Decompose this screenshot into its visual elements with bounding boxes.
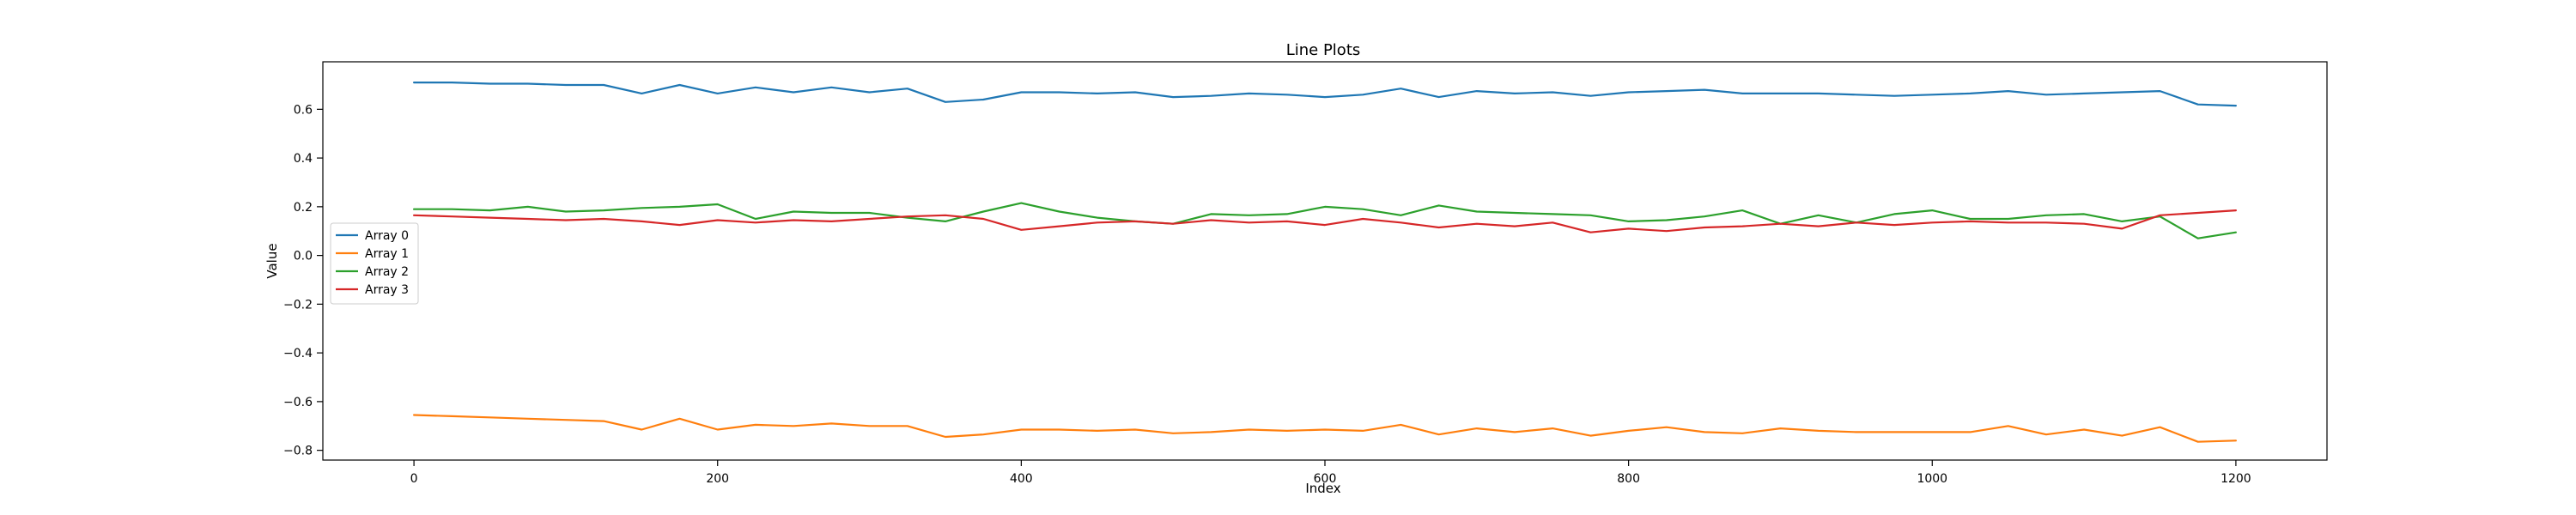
series-layer bbox=[413, 81, 2237, 443]
series-line-array-3 bbox=[413, 209, 2237, 233]
y-tick-label: 0.0 bbox=[294, 250, 313, 264]
y-tick-label: −0.6 bbox=[283, 396, 313, 409]
series-line-array-1 bbox=[413, 414, 2237, 443]
y-tick-label: −0.4 bbox=[283, 347, 313, 360]
series-line-array-2 bbox=[413, 202, 2237, 239]
plot-frame bbox=[322, 61, 2328, 461]
x-tick-label: 800 bbox=[1617, 472, 1640, 486]
x-tick-label: 400 bbox=[1010, 472, 1033, 486]
legend-label: Array 3 bbox=[365, 283, 409, 297]
x-tick-label: 200 bbox=[706, 472, 729, 486]
legend-label: Array 1 bbox=[365, 247, 409, 261]
y-tick-label: −0.8 bbox=[283, 445, 313, 458]
x-tick-label: 1000 bbox=[1917, 472, 1947, 486]
x-tick-label: 1200 bbox=[2221, 472, 2251, 486]
series-line-array-0 bbox=[413, 81, 2237, 107]
y-tick-label: −0.2 bbox=[283, 298, 313, 312]
legend-box bbox=[330, 222, 419, 305]
x-tick-label: 600 bbox=[1314, 472, 1337, 486]
x-axis-label: Index bbox=[1305, 481, 1340, 496]
legend-label: Array 2 bbox=[365, 265, 409, 279]
y-axis-ticks: −0.8 −0.6 −0.4 −0.2 0.0 0.2 0.4 0.6 bbox=[283, 103, 323, 458]
y-tick-label: 0.2 bbox=[294, 201, 313, 215]
legend: Array 0 Array 1 Array 2 Array 3 bbox=[330, 222, 419, 305]
y-axis-label: Value bbox=[264, 243, 280, 278]
y-tick-label: 0.4 bbox=[294, 152, 313, 166]
x-axis-ticks: 0 200 400 600 800 1000 1200 bbox=[410, 460, 2251, 486]
x-tick-label: 0 bbox=[410, 472, 418, 486]
y-tick-label: 0.6 bbox=[294, 103, 313, 117]
legend-label: Array 0 bbox=[365, 229, 409, 243]
chart-title: Line Plots bbox=[1286, 41, 1361, 59]
